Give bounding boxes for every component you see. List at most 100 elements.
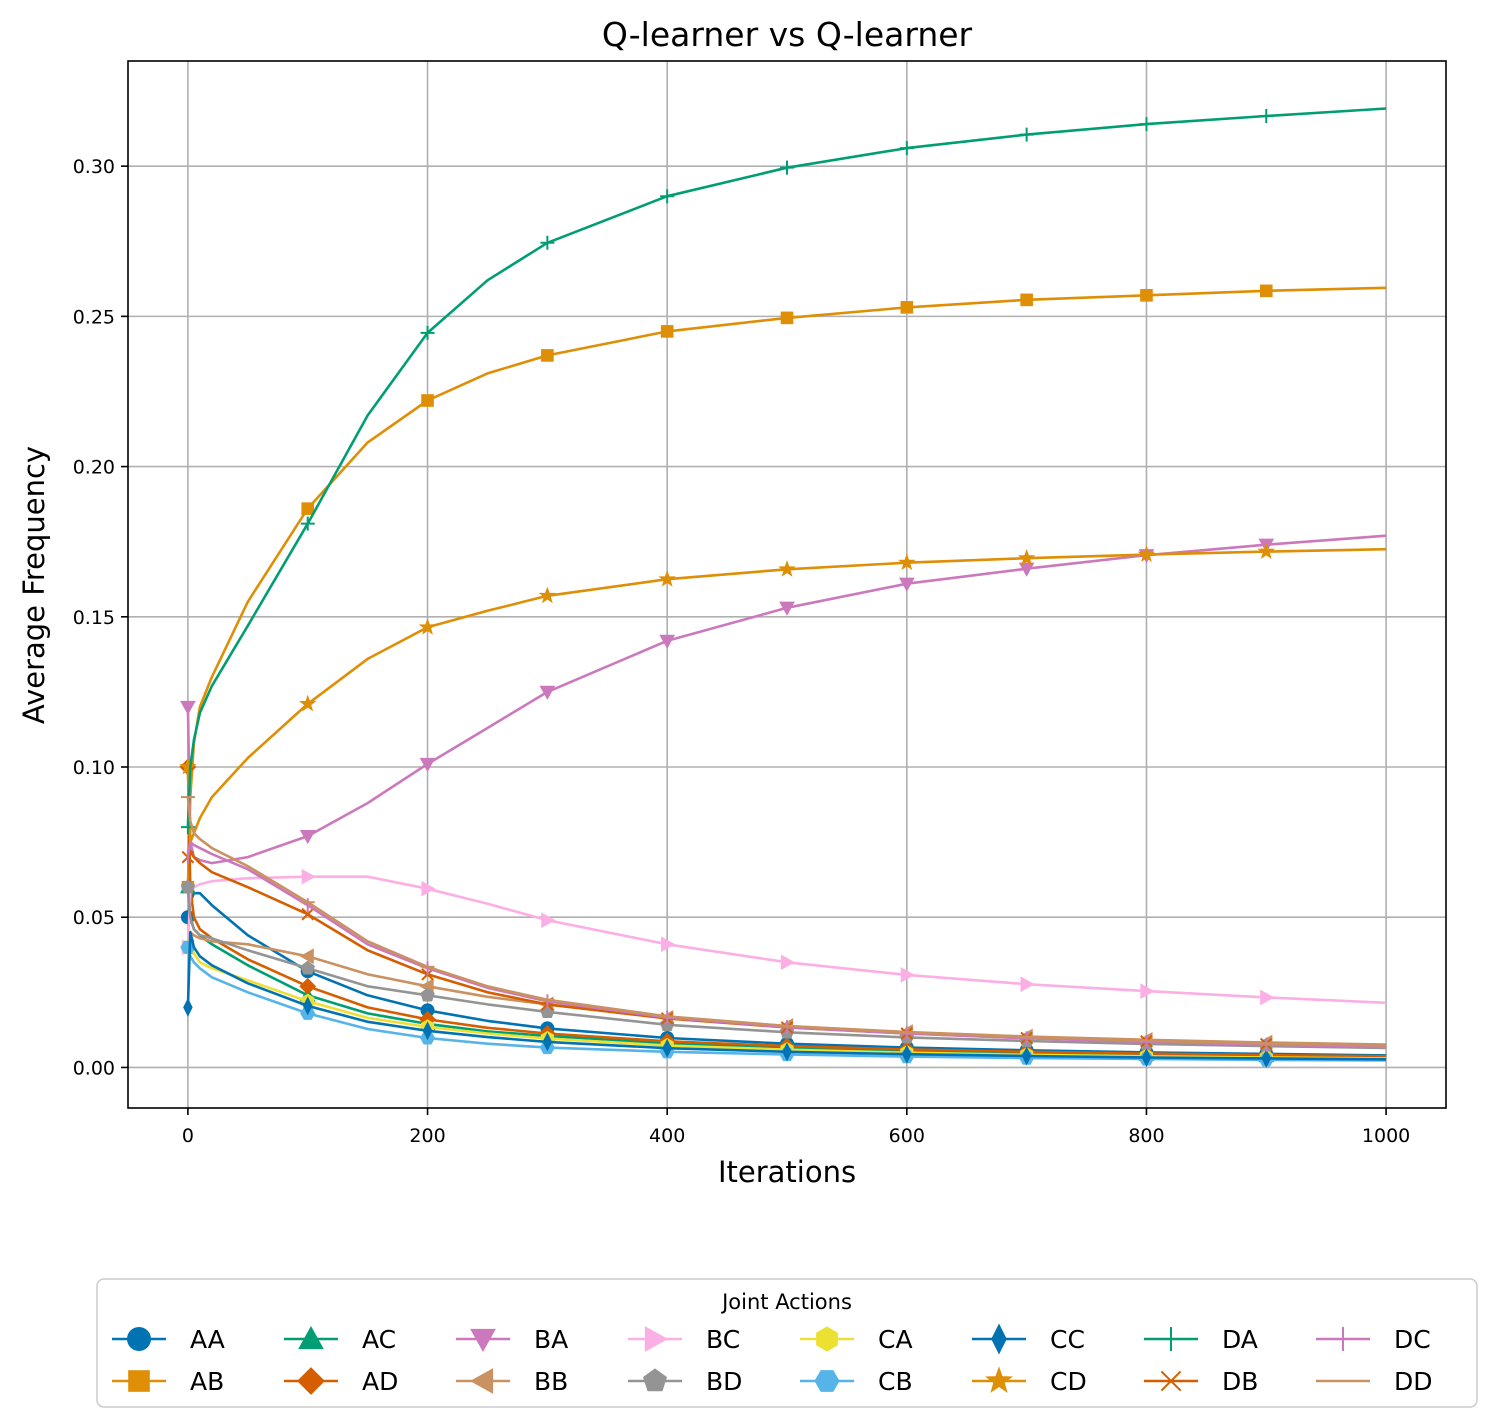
- series-line-bc: [186, 875, 1387, 1005]
- legend-marker: [469, 1368, 494, 1394]
- data-point-ab: [541, 349, 554, 362]
- legend-entry-ad: AD: [284, 1367, 398, 1396]
- series-layer: [179, 107, 1387, 1068]
- data-point-cc: [1021, 1046, 1032, 1066]
- y-tick-label: 0.10: [73, 757, 115, 779]
- x-tick-label: 600: [889, 1125, 925, 1147]
- data-point-bd: [420, 987, 435, 1002]
- data-point-cd: [1137, 545, 1156, 563]
- legend-label: AA: [190, 1325, 225, 1354]
- legend-entry-da: DA: [1144, 1325, 1258, 1354]
- series-line-ba: [186, 534, 1387, 865]
- y-tick-label: 0.30: [73, 156, 115, 178]
- data-point-bd: [180, 879, 196, 894]
- data-point-cd: [1017, 549, 1036, 566]
- series-line-dd: [186, 796, 1387, 1047]
- legend-label: CB: [878, 1367, 913, 1396]
- y-tick-label: 0.20: [73, 457, 115, 479]
- data-point-da: [1259, 108, 1274, 123]
- data-point-cc: [302, 996, 313, 1016]
- data-point-da: [300, 516, 315, 531]
- legend-marker: [1159, 1327, 1183, 1351]
- data-point-ba: [419, 757, 436, 773]
- data-point-ab: [660, 325, 674, 338]
- legend-entry-dd: DD: [1316, 1367, 1433, 1396]
- data-point-aa: [420, 1003, 435, 1018]
- data-point-ab: [1259, 284, 1273, 298]
- legend-marker: [644, 1326, 669, 1352]
- legend-entry-aa: AA: [112, 1325, 225, 1354]
- legend-entry-bd: BD: [628, 1367, 742, 1396]
- y-tick-label: 0.25: [73, 306, 115, 328]
- data-point-cc: [422, 1021, 433, 1041]
- legend-entry-bc: BC: [628, 1325, 740, 1354]
- data-point-ba: [659, 634, 676, 649]
- y-tick-label: 0.00: [73, 1057, 115, 1079]
- data-point-bc: [1260, 989, 1275, 1006]
- legend-label: BD: [706, 1367, 742, 1396]
- legend-entry-ab: AB: [112, 1367, 224, 1396]
- legend-entry-ca: CA: [800, 1325, 913, 1354]
- data-point-ba: [779, 601, 795, 616]
- x-axis-label: Iterations: [718, 1155, 856, 1189]
- series-dd: [180, 796, 1387, 1047]
- data-point-ab: [900, 301, 914, 314]
- data-point-bd: [300, 960, 315, 975]
- data-point-cc: [1141, 1048, 1152, 1068]
- data-point-bc: [780, 954, 796, 971]
- legend-label: DB: [1222, 1367, 1258, 1396]
- legend-entry-cc: CC: [972, 1323, 1085, 1355]
- series-ba: [180, 534, 1387, 865]
- legend-label: BB: [534, 1367, 568, 1396]
- data-point-cd: [778, 560, 796, 577]
- data-point-cd: [898, 553, 916, 571]
- legend-marker: [814, 1370, 840, 1392]
- x-tick-label: 1000: [1362, 1125, 1410, 1147]
- data-point-bc: [1140, 983, 1155, 999]
- data-point-ab: [301, 502, 315, 515]
- data-point-bc: [541, 912, 556, 929]
- legend-entry-bb: BB: [456, 1367, 568, 1396]
- data-point-bc: [661, 936, 676, 953]
- data-point-cc: [183, 997, 193, 1017]
- legend-marker: [298, 1325, 324, 1350]
- data-point-cd: [418, 618, 437, 635]
- legend-marker: [991, 1323, 1007, 1355]
- legend-label: CA: [878, 1325, 913, 1354]
- legend-label: CD: [1050, 1367, 1087, 1396]
- series-line-cb: [186, 946, 1387, 1062]
- series-line-ad: [186, 766, 1387, 1058]
- series-da: [180, 107, 1387, 835]
- data-point-cd: [179, 757, 197, 775]
- legend-entry-ba: BA: [456, 1325, 568, 1354]
- legend-entry-db: DB: [1144, 1367, 1258, 1396]
- legend-label: CC: [1050, 1325, 1085, 1354]
- legend-label: DC: [1394, 1325, 1431, 1354]
- legend-label: AD: [362, 1367, 398, 1396]
- data-point-ab: [421, 394, 434, 407]
- axis-ticks: 0 200 400 600 800 1000 0.00 0.05 0.10 0.15 0.20 0.2…: [73, 156, 1411, 1147]
- legend-entry-cb: CB: [800, 1367, 913, 1396]
- data-point-cc: [662, 1038, 672, 1058]
- legend-label: AC: [362, 1325, 396, 1354]
- data-point-bc: [301, 868, 316, 885]
- data-point-cd: [298, 694, 317, 712]
- legend-box: [96, 1278, 1478, 1408]
- x-tick-label: 800: [1128, 1125, 1164, 1147]
- data-point-bc: [421, 880, 436, 897]
- data-point-ab: [1020, 293, 1033, 307]
- data-point-cd: [1257, 542, 1276, 560]
- legend-marker: [985, 1366, 1013, 1393]
- plot-frame: [127, 60, 1447, 1109]
- legend-entry-ac: AC: [284, 1325, 396, 1354]
- data-point-ba: [1018, 562, 1035, 577]
- series-line-cd: [186, 547, 1387, 844]
- legend-marker: [642, 1368, 668, 1392]
- y-tick-label: 0.05: [73, 907, 115, 929]
- data-point-cc: [782, 1042, 792, 1062]
- data-point-bc: [1020, 976, 1035, 993]
- x-tick-label: 200: [409, 1125, 445, 1147]
- legend-label: DD: [1394, 1367, 1433, 1396]
- legend-marker: [128, 1370, 150, 1392]
- data-point-db: [301, 907, 315, 921]
